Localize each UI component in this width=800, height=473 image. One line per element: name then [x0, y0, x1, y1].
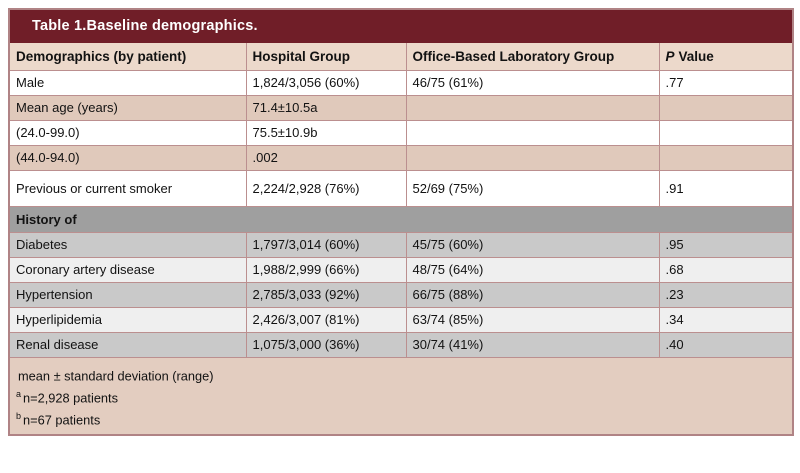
footnote-sup-b: b: [16, 411, 22, 422]
cell-office: [405, 94, 660, 121]
cell-pvalue: .95: [658, 231, 794, 258]
table-title: Table 1.Baseline demographics.: [8, 8, 794, 43]
p-value-italic-p: P: [665, 48, 675, 64]
table-row-smoker: Previous or current smoker 2,224/2,928 (…: [8, 169, 794, 207]
baseline-demographics-table: Table 1.Baseline demographics. Demograph…: [8, 8, 795, 437]
table-row-renal-disease: Renal disease 1,075/3,000 (36%) 30/74 (4…: [8, 331, 794, 358]
cell-office: 46/75 (61%): [405, 69, 660, 96]
cell-pvalue: [658, 94, 794, 121]
cell-label: (24.0-99.0): [8, 119, 247, 146]
footnote-text: n=67 patients: [23, 412, 101, 428]
table-header-row: Demographics (by patient) Hospital Group…: [8, 41, 794, 71]
cell-hospital: 71.4±10.5a: [245, 94, 407, 121]
table-row-hyperlipidemia: Hyperlipidemia 2,426/3,007 (81%) 63/74 (…: [8, 306, 794, 333]
cell-label: Previous or current smoker: [8, 169, 247, 207]
footnote-b: b n=67 patients: [16, 407, 786, 429]
cell-hospital: .002: [245, 144, 407, 171]
cell-hospital: 2,224/2,928 (76%): [245, 169, 407, 207]
cell-label: Diabetes: [8, 231, 247, 258]
table-row-mean-age: Mean age (years) 71.4±10.5a: [8, 94, 794, 121]
cell-pvalue: .91: [658, 169, 794, 207]
col-header-demographics: Demographics (by patient): [8, 41, 247, 71]
cell-hospital: 75.5±10.9b: [245, 119, 407, 146]
cell-pvalue: .23: [658, 281, 794, 308]
col-header-office-lab-group: Office-Based Laboratory Group: [405, 41, 660, 71]
cell-label: Hypertension: [8, 281, 247, 308]
cell-office: 66/75 (88%): [405, 281, 660, 308]
cell-label: Coronary artery disease: [8, 256, 247, 283]
cell-label: Male: [8, 69, 247, 96]
table-row-range-2: (44.0-94.0) .002: [8, 144, 794, 171]
col-header-p-value: P Value: [658, 41, 794, 71]
section-header-history-of: History of: [8, 205, 794, 233]
table-row-hypertension: Hypertension 2,785/3,033 (92%) 66/75 (88…: [8, 281, 794, 308]
cell-hospital: 2,426/3,007 (81%): [245, 306, 407, 333]
footnotes-row: mean ± standard deviation (range) a n=2,9…: [8, 356, 794, 436]
footnotes-cell: mean ± standard deviation (range) a n=2,9…: [8, 356, 794, 436]
footnote-mean-sd: mean ± standard deviation (range): [16, 363, 786, 385]
cell-pvalue: .34: [658, 306, 794, 333]
cell-hospital: 1,824/3,056 (60%): [245, 69, 407, 96]
cell-label: (44.0-94.0): [8, 144, 247, 171]
cell-office: 63/74 (85%): [405, 306, 660, 333]
cell-office: 30/74 (41%): [405, 331, 660, 358]
cell-label: Renal disease: [8, 331, 247, 358]
footnote-a: a n=2,928 patients: [16, 385, 786, 407]
cell-office: 52/69 (75%): [405, 169, 660, 207]
cell-label: Mean age (years): [8, 94, 247, 121]
table-row-coronary-artery-disease: Coronary artery disease 1,988/2,999 (66%…: [8, 256, 794, 283]
cell-office: 48/75 (64%): [405, 256, 660, 283]
cell-hospital: 1,988/2,999 (66%): [245, 256, 407, 283]
table-row-diabetes: Diabetes 1,797/3,014 (60%) 45/75 (60%) .…: [8, 231, 794, 258]
cell-office: [405, 144, 660, 171]
cell-pvalue: [658, 119, 794, 146]
col-header-hospital-group: Hospital Group: [245, 41, 407, 71]
cell-hospital: 1,797/3,014 (60%): [245, 231, 407, 258]
cell-pvalue: .40: [658, 331, 794, 358]
cell-hospital: 2,785/3,033 (92%): [245, 281, 407, 308]
cell-hospital: 1,075/3,000 (36%): [245, 331, 407, 358]
cell-office: 45/75 (60%): [405, 231, 660, 258]
footnote-sup-a: a: [16, 388, 22, 399]
cell-pvalue: .77: [658, 69, 794, 96]
cell-pvalue: .68: [658, 256, 794, 283]
table-row-range-1: (24.0-99.0) 75.5±10.9b: [8, 119, 794, 146]
table-row-male: Male 1,824/3,056 (60%) 46/75 (61%) .77: [8, 69, 794, 96]
p-value-rest: Value: [678, 48, 714, 64]
cell-office: [405, 119, 660, 146]
table-title-row: Table 1.Baseline demographics.: [8, 8, 794, 43]
cell-pvalue: [658, 144, 794, 171]
footnote-text: n=2,928 patients: [23, 390, 119, 406]
section-header-row: History of: [8, 205, 794, 233]
cell-label: Hyperlipidemia: [8, 306, 247, 333]
footnote-text: mean ± standard deviation (range): [18, 367, 214, 383]
